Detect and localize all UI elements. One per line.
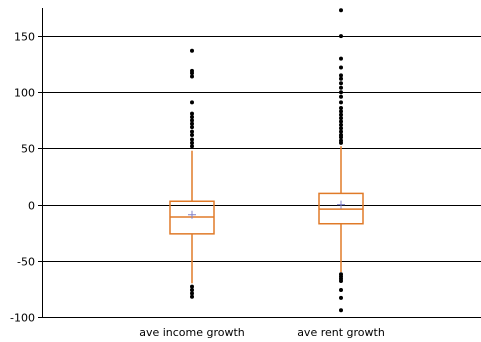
flier-point [339,76,343,81]
flier-point [190,121,194,126]
flier-point [190,100,194,105]
flier-point [339,129,343,134]
flier-point [190,48,194,53]
flier-point [339,116,343,121]
flier-point [339,308,343,313]
flier-point [339,56,343,61]
flier-point [339,295,343,300]
flier-point [339,85,343,90]
flier-point [339,94,343,99]
flier-point [190,111,194,116]
flier-point [339,106,343,111]
y-axis-ticks: 150 100 50 0 -50 -100 [10,31,42,325]
box-1 [169,48,215,299]
flier-point [339,126,343,131]
flier-point [190,132,194,137]
flier-point [339,8,343,13]
flier-point [190,140,194,145]
flier-point [339,119,343,124]
flier-point [339,288,343,293]
y-tick-label: -50 [17,256,35,269]
flier-point [190,144,194,149]
flier-point [339,112,343,117]
x-axis-labels: ave income growth ave rent growth [139,326,385,339]
flier-point [190,114,194,119]
flier-point [339,34,343,39]
flier-point [339,140,343,145]
y-tick-label: 100 [14,87,35,100]
flier-point [339,122,343,127]
y-tick-label: 50 [21,143,35,156]
boxes [169,8,364,313]
flier-point [190,137,194,142]
flier-point [190,129,194,134]
flier-point [190,125,194,130]
flier-point [190,118,194,123]
flier-point [339,109,343,114]
axes [42,8,481,318]
x-category-label: ave income growth [139,326,245,339]
flier-point [339,81,343,86]
y-tick-label: 0 [28,200,35,213]
flier-point [339,73,343,78]
flier-point [190,71,194,76]
flier-point [190,291,194,296]
box-2 [318,8,364,313]
flier-point [190,288,194,293]
flier-point [190,294,194,299]
flier-point [339,135,343,140]
flier-point [190,284,194,289]
x-category-label: ave rent growth [297,326,385,339]
y-tick-label: -100 [10,312,35,325]
flier-point [339,65,343,70]
grid-lines [42,36,481,262]
y-tick-label: 150 [14,31,35,44]
flier-point [339,90,343,95]
flier-point [190,74,194,79]
flier-point [339,279,343,284]
flier-point [339,100,343,105]
